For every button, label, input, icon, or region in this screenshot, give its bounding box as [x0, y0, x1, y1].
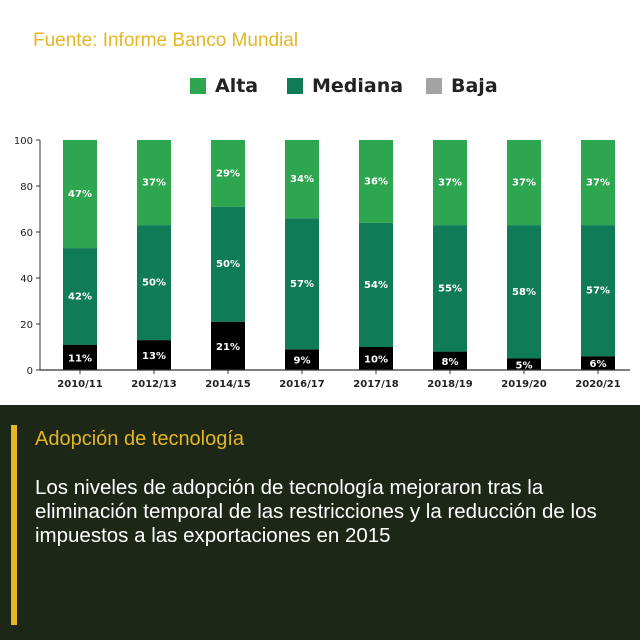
- source-note: Fuente: Informe Banco Mundial: [33, 30, 299, 51]
- data-label-alta: 37%: [142, 178, 166, 189]
- y-tick-label: 100: [14, 136, 33, 147]
- y-tick-label: 20: [20, 320, 33, 331]
- legend-swatch-alta: [190, 78, 206, 94]
- bar-segment-alta: [581, 140, 615, 226]
- bar-segment-alta: [63, 140, 97, 249]
- bar-segment-mediana: [433, 225, 467, 352]
- bar-segment-baja: [211, 321, 245, 370]
- data-label-mediana: 54%: [364, 280, 388, 291]
- bar-segment-baja: [63, 344, 97, 370]
- x-tick-label: 2019/20: [501, 379, 546, 390]
- info-panel: [0, 405, 640, 640]
- x-tick-label: 2018/19: [427, 379, 472, 390]
- data-label-mediana: 57%: [586, 286, 610, 297]
- legend-label-alta: Alta: [215, 75, 259, 97]
- x-tick-label: 2017/18: [353, 379, 398, 390]
- chart-legend: Alta Mediana Baja: [0, 75, 640, 107]
- data-label-baja: 10%: [364, 355, 388, 366]
- stacked-bar-chart: 0 20 40 60 80 100 11% 42% 47% 2010/11 13% 50% 37% 201…: [14, 136, 630, 390]
- bar-segment-mediana: [581, 225, 615, 357]
- data-label-baja: 13%: [142, 351, 166, 362]
- bar-segment-baja: [137, 340, 171, 370]
- legend-item-alta: Alta: [190, 75, 258, 97]
- bar-segment-baja: [433, 351, 467, 370]
- data-label-alta: 37%: [512, 178, 536, 189]
- bar-segment-baja: [359, 347, 393, 370]
- data-label-baja: 11%: [68, 353, 92, 364]
- accent-bar: [11, 425, 17, 625]
- y-tick-label: 0: [27, 366, 33, 377]
- bar-segment-mediana: [359, 222, 393, 347]
- data-label-mediana: 58%: [512, 287, 536, 298]
- bar-segment-mediana: [211, 206, 245, 322]
- data-label-alta: 37%: [586, 178, 610, 189]
- x-tick-label: 2016/17: [279, 379, 324, 390]
- bar-segment-baja: [581, 356, 615, 370]
- bar-segment-baja: [285, 349, 319, 370]
- data-label-alta: 34%: [290, 174, 314, 185]
- data-label-alta: 29%: [216, 168, 240, 179]
- data-label-baja: 9%: [294, 356, 311, 367]
- y-tick-label: 60: [20, 228, 33, 239]
- x-tick-label: 2010/11: [57, 379, 102, 390]
- x-tick-label: 2020/21: [575, 379, 620, 390]
- legend-label-baja: Baja: [451, 75, 498, 97]
- bar-segment-mediana: [285, 218, 319, 350]
- bar-segment-alta: [433, 140, 467, 226]
- legend-swatch-baja: [426, 78, 442, 94]
- bar-segment-alta: [211, 140, 245, 207]
- data-label-mediana: 50%: [216, 259, 240, 270]
- bar-segment-alta: [285, 140, 319, 219]
- data-label-mediana: 55%: [438, 283, 462, 294]
- data-label-baja: 8%: [442, 357, 459, 368]
- x-tick-label: 2014/15: [205, 379, 250, 390]
- data-label-mediana: 42%: [68, 291, 92, 302]
- legend-item-baja: Baja: [426, 75, 498, 97]
- legend-label-mediana: Mediana: [312, 75, 404, 97]
- data-label-alta: 37%: [438, 178, 462, 189]
- data-label-mediana: 50%: [142, 278, 166, 289]
- data-label-baja: 5%: [516, 360, 533, 371]
- legend-item-mediana: Mediana: [287, 75, 403, 97]
- data-label-baja: 6%: [590, 359, 607, 370]
- panel-title: Adopción de tecnología: [35, 428, 245, 450]
- data-label-alta: 47%: [68, 189, 92, 200]
- data-label-baja: 21%: [216, 342, 240, 353]
- bar-segment-alta: [359, 140, 393, 223]
- legend-swatch-mediana: [287, 78, 303, 94]
- y-tick-label: 40: [20, 274, 33, 285]
- bar-segment-alta: [507, 140, 541, 226]
- panel-body: Los niveles de adopción de tecnología me…: [35, 476, 597, 547]
- bar-segment-baja: [507, 358, 541, 370]
- x-tick-label: 2012/13: [131, 379, 176, 390]
- bar-segment-alta: [137, 140, 171, 226]
- data-label-alta: 36%: [364, 176, 388, 187]
- bar-segment-mediana: [63, 248, 97, 345]
- data-label-mediana: 57%: [290, 279, 314, 290]
- y-tick-label: 80: [20, 182, 33, 193]
- bar-segment-mediana: [507, 225, 541, 359]
- bar-segment-mediana: [137, 225, 171, 341]
